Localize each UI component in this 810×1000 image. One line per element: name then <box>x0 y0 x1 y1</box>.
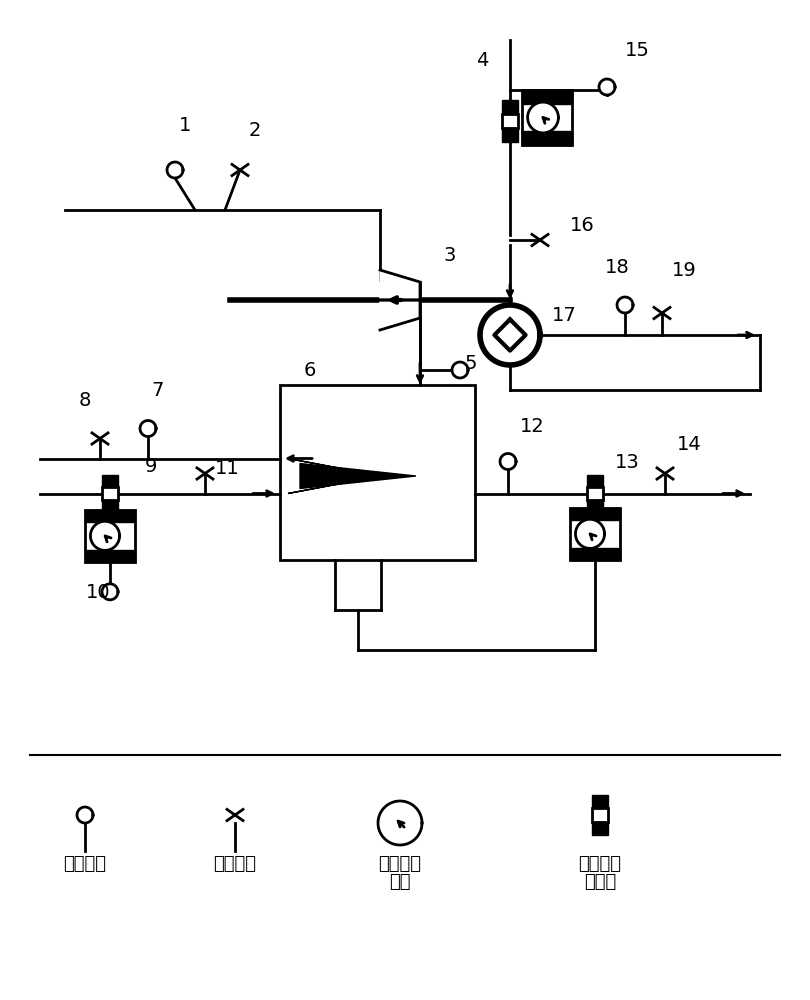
Polygon shape <box>378 801 422 845</box>
Bar <box>570 508 620 560</box>
Polygon shape <box>77 807 93 823</box>
Polygon shape <box>527 102 558 133</box>
Text: 压力测点: 压力测点 <box>63 855 106 873</box>
Text: 7: 7 <box>151 381 164 400</box>
Bar <box>502 128 518 142</box>
Text: 16: 16 <box>570 216 595 235</box>
Bar <box>85 510 135 522</box>
Text: 颈喷嘴: 颈喷嘴 <box>584 873 616 891</box>
Bar <box>522 131 572 145</box>
Polygon shape <box>380 270 420 300</box>
Text: 5: 5 <box>465 354 478 373</box>
Polygon shape <box>300 464 416 488</box>
Text: 19: 19 <box>672 261 697 280</box>
Polygon shape <box>480 305 540 365</box>
Polygon shape <box>91 521 120 550</box>
Bar <box>570 548 620 560</box>
Bar <box>102 475 118 487</box>
Bar <box>502 100 518 114</box>
Bar <box>280 385 475 560</box>
Bar <box>587 487 603 500</box>
Polygon shape <box>380 300 420 330</box>
Text: 17: 17 <box>552 306 577 325</box>
Bar <box>592 822 608 835</box>
Bar <box>587 500 603 512</box>
Polygon shape <box>288 458 381 493</box>
Bar <box>592 808 608 822</box>
Text: 15: 15 <box>625 41 650 60</box>
Polygon shape <box>452 362 468 378</box>
Text: 8: 8 <box>79 391 92 410</box>
Bar <box>85 510 135 562</box>
Text: 测点: 测点 <box>390 873 411 891</box>
Text: 温度测点: 温度测点 <box>214 855 257 873</box>
Text: 3: 3 <box>444 246 456 265</box>
Text: 2: 2 <box>249 121 261 140</box>
Bar <box>502 114 518 128</box>
Text: 孔板、长: 孔板、长 <box>578 855 621 873</box>
Bar <box>587 475 603 487</box>
Bar <box>570 508 620 520</box>
Polygon shape <box>599 79 615 95</box>
Polygon shape <box>140 421 156 436</box>
Text: 12: 12 <box>520 416 545 436</box>
Polygon shape <box>167 162 183 178</box>
Polygon shape <box>102 584 118 600</box>
Text: 6: 6 <box>304 361 316 380</box>
Text: 18: 18 <box>604 258 629 277</box>
Polygon shape <box>575 519 604 548</box>
Bar <box>85 550 135 562</box>
Bar <box>522 90 572 145</box>
Text: 1: 1 <box>179 116 191 135</box>
Bar <box>102 500 118 512</box>
Bar <box>102 487 118 500</box>
Text: 11: 11 <box>215 460 240 479</box>
Text: 14: 14 <box>677 434 701 454</box>
Text: 10: 10 <box>86 583 110 602</box>
Polygon shape <box>617 297 633 313</box>
Text: 13: 13 <box>615 452 640 472</box>
Text: 9: 9 <box>145 456 157 476</box>
Bar <box>592 795 608 808</box>
Bar <box>522 90 572 104</box>
Polygon shape <box>500 454 516 469</box>
Text: 流量差压: 流量差压 <box>378 855 421 873</box>
Text: 4: 4 <box>475 51 488 70</box>
